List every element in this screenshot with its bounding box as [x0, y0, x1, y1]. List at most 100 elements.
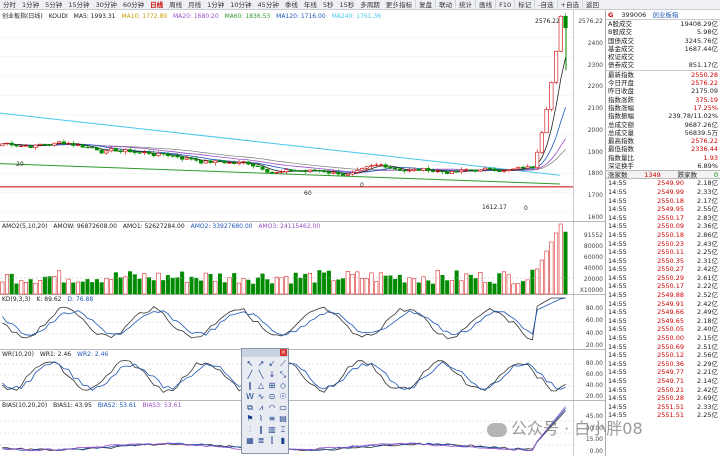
draw-tool-icon[interactable]: ▦: [246, 436, 254, 445]
tick-row: 14:55 2550.27 2.42亿: [606, 265, 720, 274]
tick-list[interactable]: 14:55 2549.90 2.18亿 14:55 2549.99 2.33亿 14:55 2…: [606, 179, 720, 420]
period-tab[interactable]: 年线: [303, 1, 317, 9]
draw-tool-icon[interactable]: ∿: [257, 392, 265, 401]
draw-tool-icon[interactable]: ⊞: [268, 381, 276, 390]
volume-bar: [506, 274, 511, 295]
toolbar-action-tab[interactable]: 指标: [395, 0, 415, 10]
bias1-value: BIAS1: 43.95: [53, 402, 92, 409]
wr-axis: 80.00 60.00 40.00 20.00: [573, 350, 605, 400]
main-panel-header: 创业板指(日线) KOUDI MA5: 1993.31 MA10: 1772.8…: [2, 11, 385, 20]
period-tab[interactable]: 30分钟: [95, 1, 117, 9]
period-tab[interactable]: 5分钟: [45, 1, 63, 9]
period-tab[interactable]: 月线: [188, 1, 202, 9]
volume-bar: [350, 274, 355, 295]
info-key: A股成交: [608, 20, 632, 28]
period-tab[interactable]: 60分钟: [122, 1, 145, 9]
candle-body: [378, 164, 383, 166]
toolbar-action-tab[interactable]: 画线: [475, 0, 495, 10]
draw-tool-icon[interactable]: ▮: [280, 436, 286, 445]
draw-tool-icon[interactable]: ⚑: [246, 414, 254, 423]
period-tab[interactable]: 多周期: [360, 1, 380, 9]
toolbar-action-tab[interactable]: 联动: [435, 0, 455, 10]
amo-volume-panel[interactable]: AMO2(5,10,20) AMOW: 96872608.00 AMO1: 52…: [0, 222, 605, 295]
period-tab[interactable]: 5秒: [322, 1, 334, 9]
draw-tool-icon[interactable]: ⫿: [270, 436, 274, 445]
draw-tool-icon[interactable]: ⩘: [258, 403, 264, 412]
period-tab[interactable]: 45分钟: [257, 1, 279, 9]
chart-area[interactable]: 创业板指(日线) KOUDI MA5: 1993.31 MA10: 1772.8…: [0, 10, 605, 456]
candle-body: [288, 169, 294, 171]
draw-tool-icon[interactable]: ⤡: [279, 370, 287, 379]
volume-canvas[interactable]: [0, 222, 573, 295]
period-tab[interactable]: 10分钟: [230, 1, 252, 9]
tick-time: 14:55: [608, 394, 627, 403]
decline-count: 0: [713, 171, 718, 180]
candle-body: [293, 170, 298, 172]
tick-row: 14:55 2550.05 2.40亿: [606, 325, 720, 334]
toolbar-action-tab[interactable]: +自选: [556, 0, 582, 10]
draw-tool-icon[interactable]: ▭: [279, 403, 287, 412]
draw-tool-icon[interactable]: ≡: [268, 414, 276, 423]
volume-bar: [312, 282, 317, 295]
kd-panel[interactable]: KD(9,3,3) K: 89.62 D: 76.88 80.00 60.00 40…: [0, 295, 605, 350]
draw-tool-icon[interactable]: ∥: [248, 381, 252, 390]
draw-tool-icon[interactable]: ⟋: [280, 359, 286, 368]
period-tab[interactable]: 季线: [284, 1, 298, 9]
period-tab[interactable]: 1分钟: [207, 1, 225, 9]
tick-amount: 2.29亿: [697, 359, 718, 368]
draw-tool-icon[interactable]: ⌇: [259, 414, 263, 423]
period-tab[interactable]: 更多: [385, 1, 399, 9]
close-icon[interactable]: ×: [280, 349, 287, 356]
draw-tool-icon[interactable]: ⧉: [247, 403, 253, 412]
draw-tool-icon[interactable]: W: [246, 392, 254, 401]
draw-tool-icon[interactable]: ⌶: [280, 425, 286, 434]
draw-tool-icon[interactable]: ▥: [268, 425, 276, 434]
draw-tool-icon[interactable]: ↗: [257, 359, 265, 368]
volume-bar: [184, 282, 189, 295]
tick-time: 14:55: [608, 342, 627, 351]
draw-tool-icon[interactable]: ↖: [246, 359, 254, 368]
drawing-tool-palette[interactable]: × ↖ ↗ ↙ ⟋ ╱ ╲ ↓ ⤡ ∥ △ ⊞ ◇ W ∿ ⊙ ☉ ⧉ ⩘ ◠ ▭ ⚑ ⌇ ≡ ▤ ⫶ ‖ ▥ ⌶ ▦ ≣ ⫿ ▮: [241, 348, 289, 454]
draw-tool-icon[interactable]: ↓: [268, 370, 276, 379]
tick-amount: 2.25亿: [697, 411, 718, 420]
info-value: 6.89%: [697, 162, 718, 171]
volume-bar: [227, 277, 232, 295]
draw-tool-icon[interactable]: ‖: [259, 425, 263, 434]
candle-body: [298, 170, 303, 172]
period-tab[interactable]: 周线: [169, 1, 183, 9]
draw-tool-icon[interactable]: ◇: [279, 381, 287, 390]
tick-time: 14:55: [608, 248, 627, 257]
volume-bar: [293, 272, 298, 295]
draw-tool-icon[interactable]: ╱: [247, 370, 253, 379]
period-tab[interactable]: 分时: [3, 1, 16, 9]
toolbar-action-tab[interactable]: F10: [495, 0, 514, 10]
period-tab[interactable]: 15秒: [339, 1, 355, 9]
draw-tool-icon[interactable]: ◠: [268, 403, 276, 412]
draw-tool-icon[interactable]: ↙: [268, 359, 276, 368]
period-tab[interactable]: 日线: [150, 1, 164, 9]
kline-canvas[interactable]: [0, 10, 573, 222]
period-tab[interactable]: 1分钟: [22, 1, 40, 9]
draw-tool-icon[interactable]: ▤: [279, 414, 287, 423]
draw-tool-icon[interactable]: ╲: [258, 370, 264, 379]
axis-tick-label: 40.00: [585, 382, 603, 389]
draw-tool-icon[interactable]: △: [257, 381, 265, 390]
toolbar-action-tab[interactable]: 统计: [455, 0, 475, 10]
toolbar-action-tab[interactable]: 返回: [582, 0, 602, 10]
candle-body: [430, 170, 436, 172]
toolbar-action-tab[interactable]: 标记: [514, 0, 534, 10]
candle-body: [142, 151, 147, 153]
palette-title-bar[interactable]: ×: [242, 349, 288, 357]
draw-tool-icon[interactable]: ≣: [257, 436, 265, 445]
draw-tool-icon[interactable]: ⊙: [268, 392, 276, 401]
info-value: 1687.44亿: [684, 44, 718, 53]
kd-canvas[interactable]: [0, 295, 573, 350]
draw-tool-icon[interactable]: ☉: [279, 392, 287, 401]
toolbar-action-tab[interactable]: -自选: [534, 0, 556, 10]
volume-bar: [109, 279, 114, 295]
main-kline-panel[interactable]: 创业板指(日线) KOUDI MA5: 1993.31 MA10: 1772.8…: [0, 10, 605, 222]
draw-tool-icon[interactable]: ⫶: [249, 425, 251, 434]
period-tab[interactable]: 15分钟: [68, 1, 90, 9]
toolbar-action-tab[interactable]: 复盘: [415, 0, 435, 10]
wr-panel[interactable]: WR(10,20) WR1: 2.46 WR2: 2.46 80.00 60.00…: [0, 350, 605, 401]
